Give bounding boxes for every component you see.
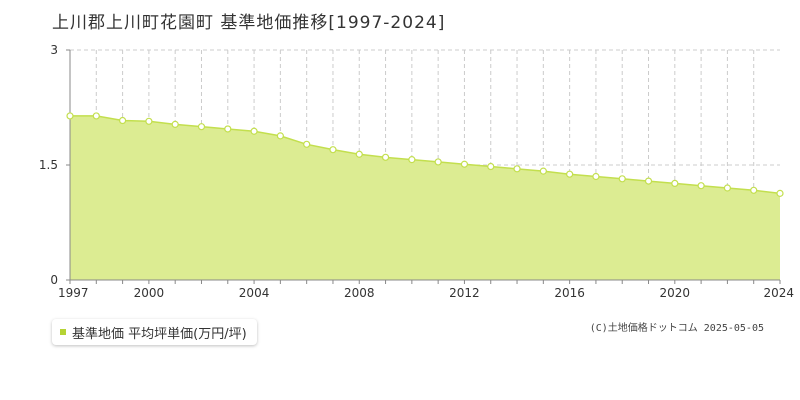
copyright-text: (C)土地価格ドットコム 2025-05-05	[589, 323, 764, 334]
data-point	[303, 140, 311, 148]
data-point	[276, 132, 284, 140]
legend-marker	[60, 329, 66, 335]
data-point	[118, 116, 127, 125]
data-point	[539, 167, 547, 175]
y-tick-label: 0	[50, 273, 58, 287]
data-point	[592, 172, 600, 181]
legend-label: 基準地価 平均坪単価(万円/坪)	[72, 326, 247, 342]
data-point	[566, 170, 574, 178]
data-markers	[66, 112, 784, 197]
series-area	[70, 115, 780, 280]
data-point	[434, 158, 442, 166]
x-tick-label: 1997	[58, 286, 89, 300]
x-tick-label: 2012	[449, 286, 480, 300]
x-tick-label: 2008	[344, 286, 375, 300]
data-point	[723, 184, 732, 192]
data-point	[671, 179, 679, 187]
x-tick-label: 2000	[134, 286, 165, 300]
data-point	[513, 165, 521, 173]
data-point	[750, 186, 758, 194]
y-tick-label: 1.5	[39, 158, 58, 172]
data-point	[408, 156, 416, 164]
data-point	[697, 182, 705, 190]
x-tick-label: 2016	[554, 286, 585, 300]
data-point	[197, 123, 206, 131]
data-point	[171, 120, 179, 128]
data-point	[460, 160, 469, 168]
x-tick-label: 2004	[239, 286, 270, 300]
data-point	[145, 117, 153, 125]
tick-labels: 1997 2000 2004 2008 2012 2016 2020 2024 0 1.5 3	[39, 43, 794, 300]
data-point	[329, 146, 337, 154]
x-tick-label: 2020	[660, 286, 691, 300]
data-point	[487, 162, 495, 171]
x-tick-label: 2024	[763, 286, 794, 300]
series-line	[70, 115, 781, 195]
data-point	[250, 127, 258, 135]
data-point	[92, 112, 100, 120]
data-point	[66, 112, 74, 120]
data-point	[618, 175, 626, 183]
data-point	[355, 150, 363, 158]
axes	[66, 49, 781, 284]
data-point	[644, 177, 653, 185]
page-title: 上川郡上川町花園町 基準地価推移[1997-2024]	[52, 13, 446, 33]
data-point	[224, 125, 232, 133]
area-fill	[70, 115, 781, 280]
chart-area: 1997 2000 2004 2008 2012 2016 2020 2024 0 1.5 3	[39, 43, 794, 300]
y-tick-label: 3	[50, 43, 58, 57]
data-point	[381, 153, 390, 161]
data-point	[776, 189, 784, 197]
legend: 基準地価 平均坪単価(万円/坪)	[52, 319, 257, 345]
